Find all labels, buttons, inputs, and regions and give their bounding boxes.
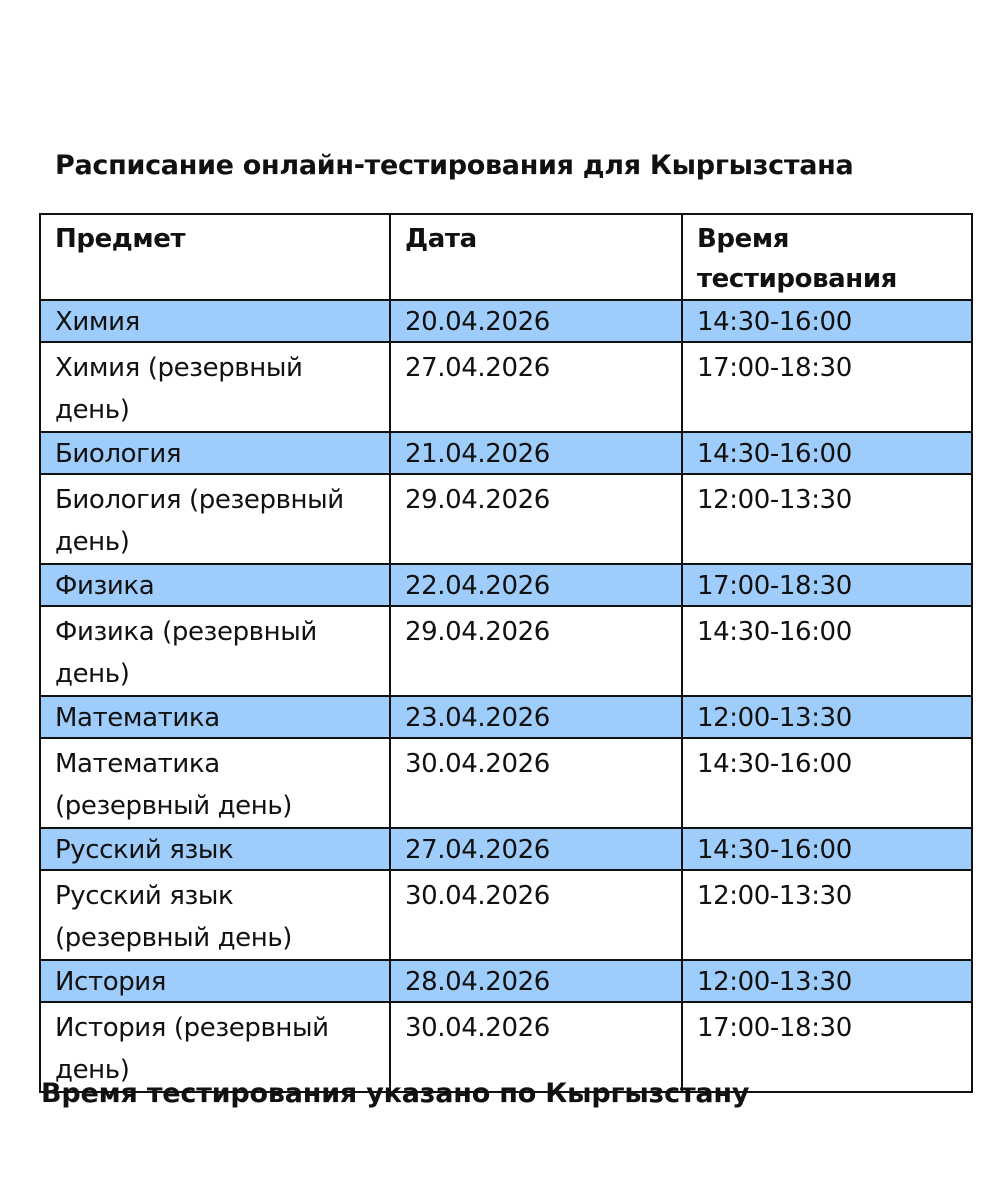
cell-time: 12:00-13:30	[681, 473, 973, 565]
cell-subject: Русский язык (резервный день)	[39, 869, 391, 961]
cell-time: 17:00-18:30	[681, 341, 973, 433]
cell-subject: История (резервный день)	[39, 1001, 391, 1093]
cell-subject: Математика	[39, 695, 391, 739]
table-row: Русский язык (резервный день) 30.04.2026 1…	[39, 869, 973, 961]
cell-subject: Русский язык	[39, 827, 391, 871]
cell-time: 14:30-16:00	[681, 605, 973, 697]
cell-date: 21.04.2026	[389, 431, 683, 475]
page-title: Расписание онлайн-тестирования для Кыргы…	[55, 150, 854, 181]
cell-date: 23.04.2026	[389, 695, 683, 739]
cell-subject: Химия	[39, 299, 391, 343]
table-row: Биология 21.04.2026 14:30-16:00	[39, 431, 973, 475]
cell-time: 14:30-16:00	[681, 299, 973, 343]
cell-date: 30.04.2026	[389, 737, 683, 829]
table-row: Математика (резервный день) 30.04.2026 14:…	[39, 737, 973, 829]
cell-date: 29.04.2026	[389, 473, 683, 565]
table-row: Русский язык 27.04.2026 14:30-16:00	[39, 827, 973, 871]
cell-subject: Биология	[39, 431, 391, 475]
table-row: Физика 22.04.2026 17:00-18:30	[39, 563, 973, 607]
cell-date: 29.04.2026	[389, 605, 683, 697]
table-row: Химия (резервный день) 27.04.2026 17:00-18…	[39, 341, 973, 433]
footnote: Время тестирования указано по Кыргызстан…	[41, 1078, 750, 1109]
cell-date: 20.04.2026	[389, 299, 683, 343]
cell-date: 27.04.2026	[389, 827, 683, 871]
cell-time: 12:00-13:30	[681, 695, 973, 739]
table-row: Биология (резервный день) 29.04.2026 12:00…	[39, 473, 973, 565]
cell-time: 12:00-13:30	[681, 959, 973, 1003]
cell-subject: Химия (резервный день)	[39, 341, 391, 433]
table-row: Химия 20.04.2026 14:30-16:00	[39, 299, 973, 343]
cell-time: 17:00-18:30	[681, 1001, 973, 1093]
cell-subject: Биология (резервный день)	[39, 473, 391, 565]
cell-date: 22.04.2026	[389, 563, 683, 607]
table-header-row: Предмет Дата Время тестирования	[39, 213, 973, 301]
cell-time: 12:00-13:30	[681, 869, 973, 961]
cell-date: 30.04.2026	[389, 1001, 683, 1093]
cell-date: 28.04.2026	[389, 959, 683, 1003]
cell-subject: Физика (резервный день)	[39, 605, 391, 697]
cell-date: 30.04.2026	[389, 869, 683, 961]
cell-time: 14:30-16:00	[681, 827, 973, 871]
cell-date: 27.04.2026	[389, 341, 683, 433]
header-date: Дата	[389, 213, 683, 301]
table-row: История 28.04.2026 12:00-13:30	[39, 959, 973, 1003]
cell-subject: Физика	[39, 563, 391, 607]
header-time: Время тестирования	[681, 213, 973, 301]
table-row: История (резервный день) 30.04.2026 17:00-…	[39, 1001, 973, 1093]
table-row: Физика (резервный день) 29.04.2026 14:30-1…	[39, 605, 973, 697]
cell-subject: История	[39, 959, 391, 1003]
cell-subject: Математика (резервный день)	[39, 737, 391, 829]
schedule-table: Предмет Дата Время тестирования Химия 20.…	[39, 213, 973, 1093]
cell-time: 14:30-16:00	[681, 431, 973, 475]
cell-time: 14:30-16:00	[681, 737, 973, 829]
header-subject: Предмет	[39, 213, 391, 301]
cell-time: 17:00-18:30	[681, 563, 973, 607]
table-row: Математика 23.04.2026 12:00-13:30	[39, 695, 973, 739]
